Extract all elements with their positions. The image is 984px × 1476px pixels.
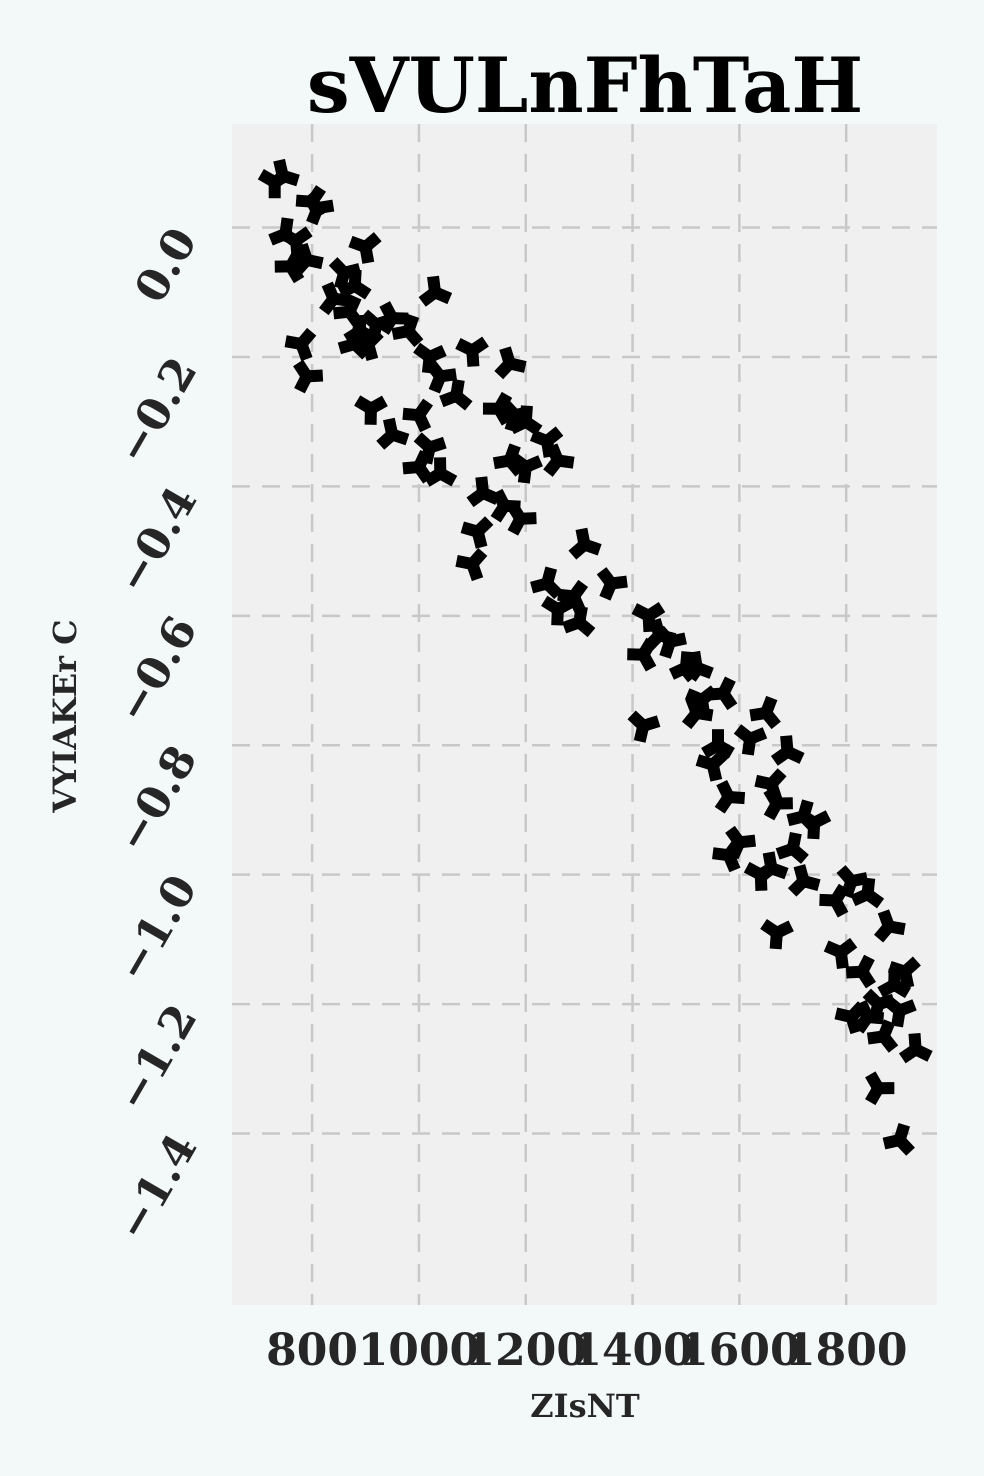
x-tick-label: 1600 [678,1325,800,1376]
data-point [293,359,324,394]
data-point [266,158,300,192]
x-tick-label: 1800 [785,1325,907,1376]
data-point [797,809,832,840]
data-point [568,527,602,560]
data-point [873,909,906,943]
data-point [423,457,458,487]
data-point [413,432,447,465]
data-point [845,954,876,989]
data-point [695,749,729,782]
data-point [701,729,735,759]
data-point [466,476,501,508]
data-point [654,625,687,659]
data-point [402,398,433,433]
data-point [506,501,537,536]
x-tick-label: 800 [266,1325,358,1376]
data-point [425,360,458,394]
data-point [562,605,596,638]
data-point [460,516,494,549]
data-point [455,336,489,367]
data-point [760,918,794,950]
data-point [823,937,858,969]
data-point [378,301,409,335]
data-point [763,786,793,821]
data-point [681,695,714,730]
y-axis-label: VYIAKEr C [46,619,84,813]
data-point [725,825,756,860]
data-point [376,417,410,450]
data-point [348,232,382,264]
data-point [714,779,746,814]
data-point [680,650,714,683]
data-point [743,861,778,891]
data-point [302,191,335,226]
data-point [337,269,372,300]
data-point [291,242,324,276]
data-point [455,547,488,582]
data-point [898,1033,933,1064]
data-point [775,831,809,864]
data-point [439,379,473,411]
data-point [482,391,513,426]
x-tick-label: 1400 [571,1325,693,1376]
data-point [530,566,563,600]
data-point [627,710,661,743]
data-point [866,1019,899,1053]
data-point [418,275,453,307]
data-point [413,342,447,374]
data-point [337,327,371,360]
chart-title: sVULnFhTaH [307,41,863,130]
data-point [850,877,885,909]
data-point [541,595,575,626]
data-point [627,637,657,672]
data-point [882,1122,915,1156]
data-point [749,695,781,730]
data-point [508,405,543,436]
data-point [883,995,917,1028]
x-axis-label: ZIsNT [530,1387,640,1425]
data-point [354,395,388,425]
data-point [887,956,921,989]
data-point [596,567,628,601]
data-point [319,281,351,316]
x-tick-label: 1000 [358,1325,480,1376]
data-point [787,864,821,897]
data-points [257,158,933,1156]
data-point [543,443,575,477]
data-point [770,735,805,766]
data-point [834,1001,867,1035]
data-point [509,452,543,484]
data-point [494,346,527,380]
data-point [391,314,424,348]
grid [232,124,937,1305]
data-point [274,249,305,284]
data-point [865,1071,895,1106]
data-point [733,724,768,756]
data-point [631,602,666,633]
data-point [706,676,738,711]
data-point [284,327,317,362]
x-tick-label: 1200 [465,1325,587,1376]
